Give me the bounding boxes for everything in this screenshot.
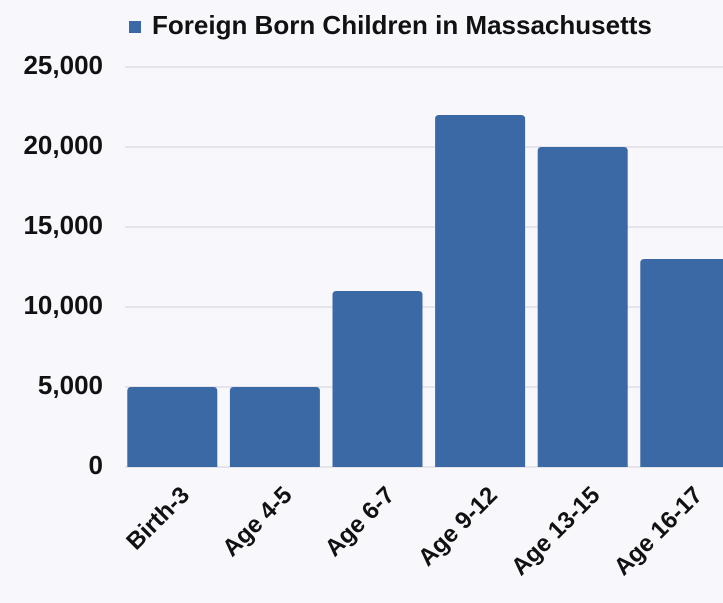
legend-label: Foreign Born Children in Massachusetts — [152, 10, 652, 40]
y-tick-label: 10,000 — [23, 290, 103, 320]
y-tick-label: 0 — [89, 450, 103, 480]
y-tick-label: 15,000 — [23, 210, 103, 240]
y-tick-label: 5,000 — [38, 370, 103, 400]
y-tick-label: 25,000 — [23, 50, 103, 80]
legend-swatch — [129, 21, 141, 33]
bar — [640, 259, 723, 467]
bar — [229, 387, 320, 467]
bar — [537, 147, 628, 467]
bar — [435, 115, 526, 467]
bar — [332, 291, 423, 467]
bar — [127, 387, 218, 467]
y-tick-label: 20,000 — [23, 130, 103, 160]
